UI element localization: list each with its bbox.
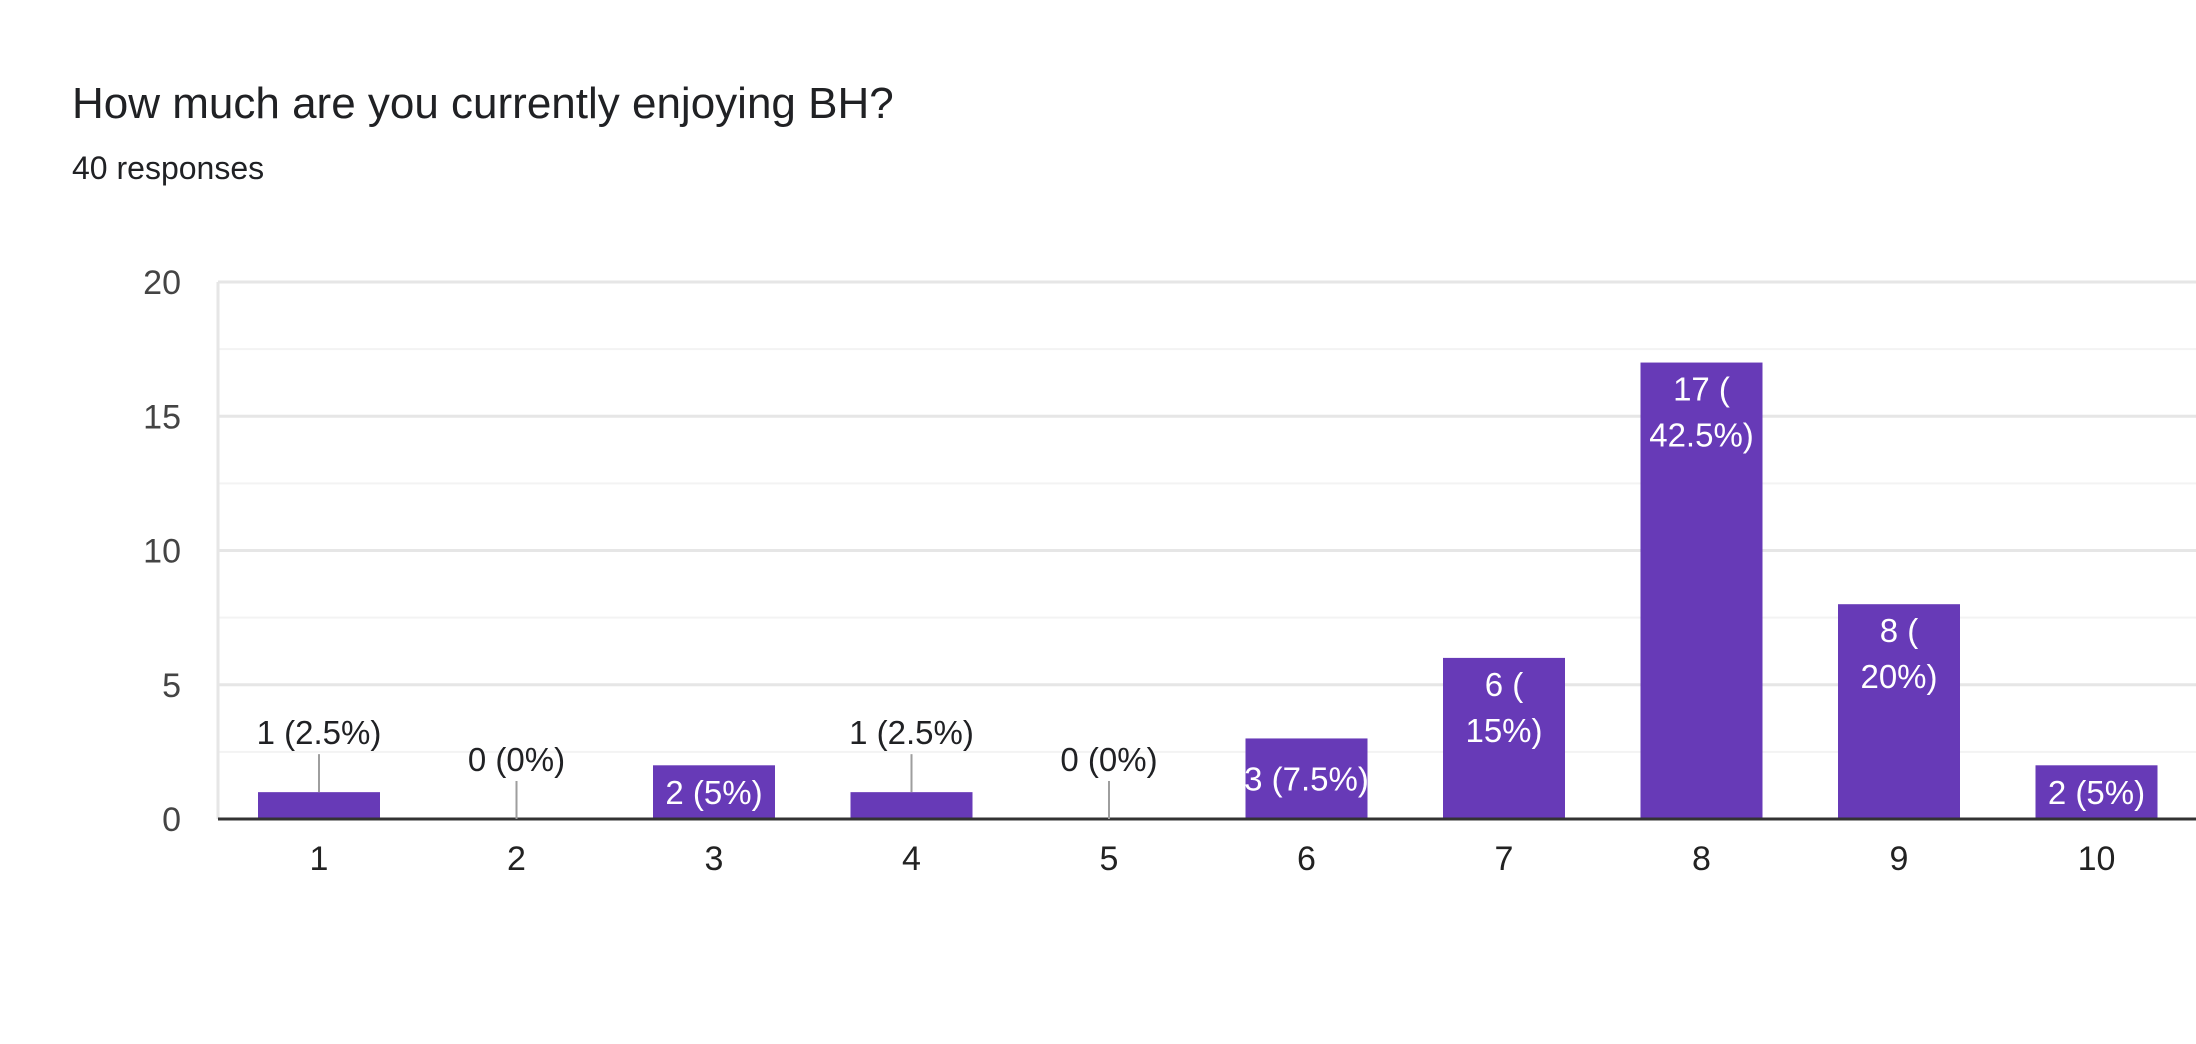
- data-label: 17 (42.5%): [1649, 371, 1754, 454]
- y-axis-ticks: 0 5 10 15 20: [143, 264, 181, 839]
- x-tick-label: 5: [1100, 840, 1119, 878]
- y-tick-label: 5: [162, 667, 181, 705]
- chart-grid: [216, 280, 2196, 819]
- x-tick-label: 1: [310, 840, 329, 878]
- data-label: 0 (0%): [1060, 741, 1157, 778]
- bar[interactable]: [653, 765, 775, 819]
- x-tick-label: 9: [1890, 840, 1909, 878]
- x-tick-label: 3: [705, 840, 724, 878]
- bar[interactable]: [258, 792, 380, 819]
- y-tick-label: 0: [162, 801, 181, 839]
- x-axis-ticks: 1 2 3 4 5 6 7 8 9 10: [218, 817, 2196, 878]
- data-label: 1 (2.5%): [849, 714, 974, 751]
- data-label: 0 (0%): [468, 741, 565, 778]
- data-label: 2 (5%): [665, 774, 762, 811]
- y-tick-label: 20: [143, 264, 181, 302]
- bar[interactable]: [2035, 765, 2158, 819]
- chart-title: How much are you currently enjoying BH?: [72, 79, 894, 128]
- data-label: 6 (15%): [1465, 666, 1542, 749]
- bar[interactable]: [850, 792, 973, 819]
- y-tick-label: 15: [143, 398, 181, 436]
- bar[interactable]: [1245, 738, 1368, 819]
- x-tick-label: 2: [507, 840, 526, 878]
- x-tick-label: 6: [1297, 840, 1316, 878]
- bar[interactable]: [1640, 362, 1763, 819]
- data-label: 2 (5%): [2048, 774, 2145, 811]
- response-count: 40 responses: [72, 150, 265, 186]
- data-labels: 1 (2.5%) 0 (0%) 2 (5%) 1 (2.5%) 0 (0%) 3 (7.5…: [257, 371, 2145, 819]
- x-tick-label: 4: [902, 840, 921, 878]
- y-tick-label: 10: [143, 533, 181, 571]
- data-label: 1 (2.5%): [257, 714, 382, 751]
- x-tick-label: 8: [1692, 840, 1711, 878]
- chart-bars: [258, 362, 2158, 819]
- data-label: 8 (20%): [1860, 612, 1937, 695]
- data-label: 3 (7.5%): [1244, 761, 1369, 798]
- x-tick-label: 7: [1495, 840, 1514, 878]
- x-tick-label: 10: [2078, 840, 2116, 878]
- bar[interactable]: [1838, 604, 1960, 819]
- bar[interactable]: [1443, 657, 1565, 819]
